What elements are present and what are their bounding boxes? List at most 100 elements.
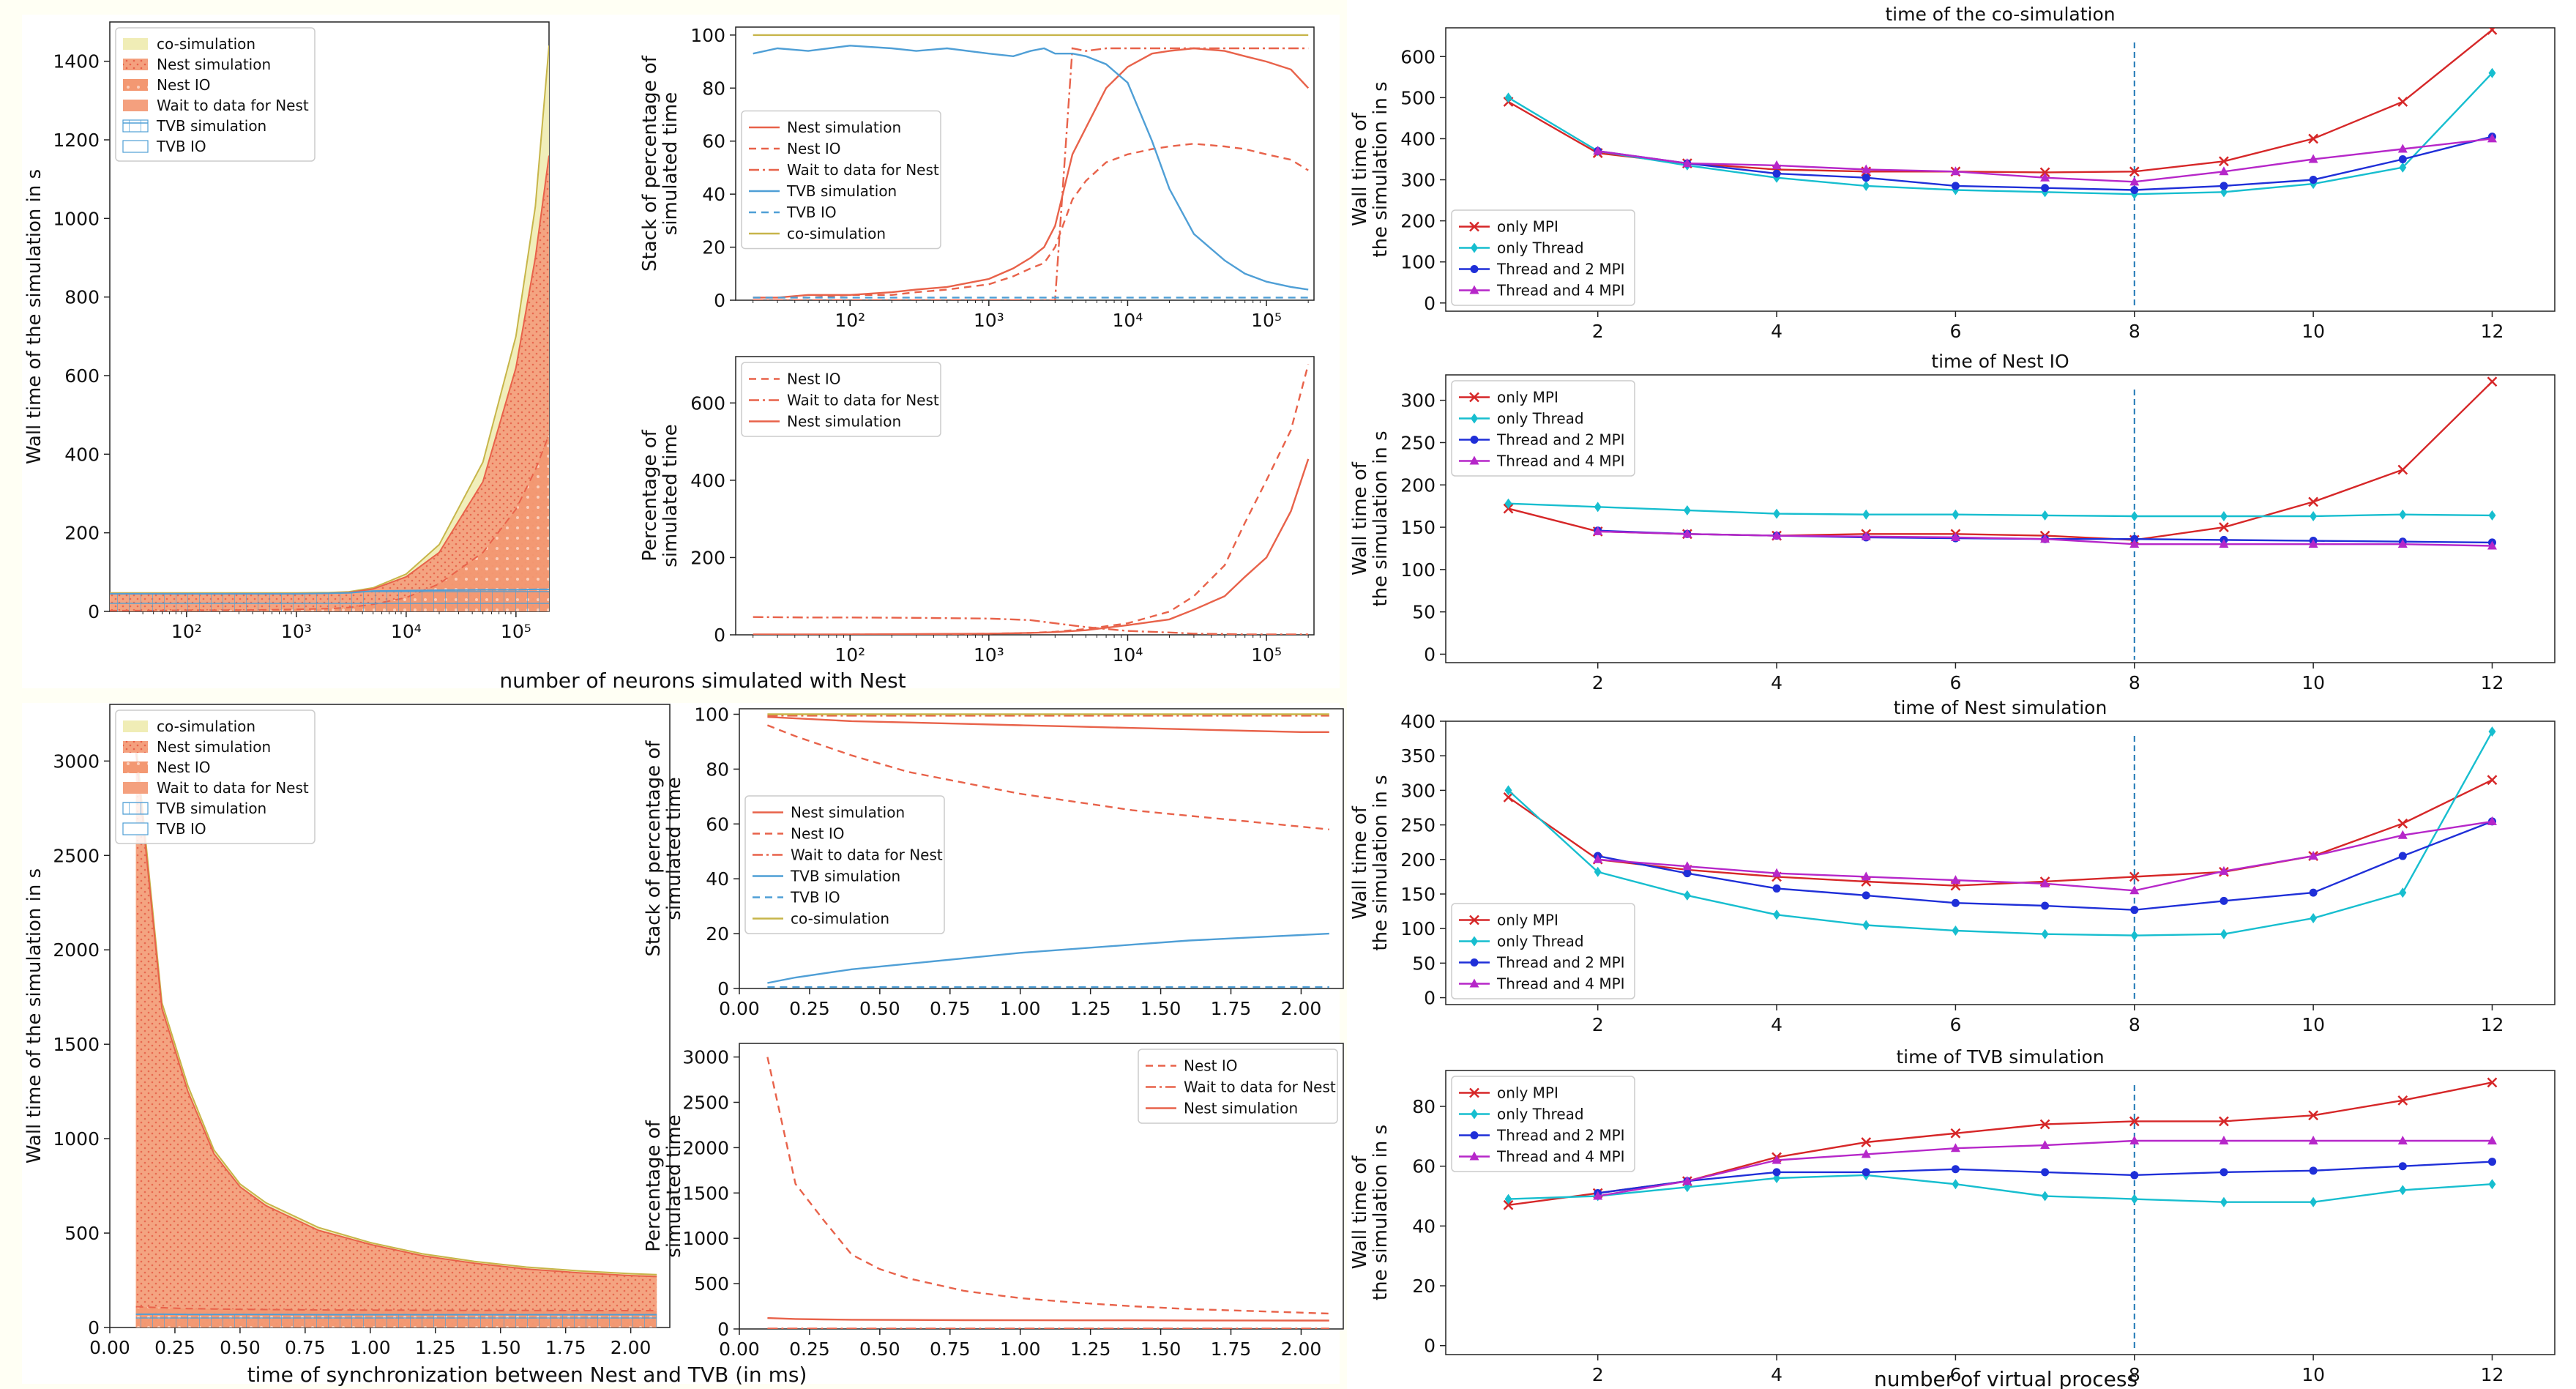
- marker-thread-and-4-mpi: [2308, 154, 2318, 163]
- area-edge-tvb-simulation: [110, 588, 549, 595]
- x-tick-label: 0.50: [859, 998, 900, 1019]
- legend-label: Nest IO: [157, 76, 211, 94]
- x-tick-label: 0.75: [930, 1338, 971, 1360]
- legend-label: TVB simulation: [790, 868, 900, 885]
- marker-thread-and-2-mpi: [2041, 1168, 2050, 1177]
- x-tick-label: 10⁴: [1113, 644, 1143, 666]
- y-tick-label: 50: [1412, 953, 1436, 974]
- legend-marker: [1469, 1087, 1479, 1098]
- marker-thread-and-4-mpi: [2487, 1135, 2497, 1144]
- x-tick-label: 1.00: [1000, 998, 1041, 1019]
- legend: Nest IO Wait to data for Nest Nest simulat…: [1138, 1049, 1338, 1124]
- x-tick-label: 10⁴: [391, 621, 422, 642]
- y-tick-label: 1000: [53, 1128, 100, 1150]
- y-axis-label-line: Wall time of: [1349, 1155, 1371, 1270]
- y-tick-label: 20: [702, 237, 725, 258]
- legend-label: Thread and 2 MPI: [1496, 431, 1625, 449]
- y-tick-label: 40: [1412, 1215, 1436, 1237]
- marker-thread-and-4-mpi: [2308, 539, 2318, 548]
- legend-marker: [1470, 436, 1479, 444]
- legend-marker: [1471, 1109, 1478, 1120]
- legend-label: Nest simulation: [791, 804, 905, 822]
- marker-only-thread: [2399, 509, 2407, 520]
- y-tick-label: 400: [64, 444, 100, 465]
- y-axis-label-line: the simulation in s: [1370, 81, 1392, 257]
- legend-label: co-simulation: [787, 225, 886, 242]
- marker-only-thread: [2041, 928, 2049, 939]
- x-tick-label: 12: [2481, 321, 2504, 342]
- legend-label: Thread and 4 MPI: [1496, 975, 1625, 993]
- marker-thread-and-4-mpi: [1772, 1155, 1782, 1164]
- x-tick-label: 2.00: [611, 1337, 652, 1358]
- marker-thread-and-2-mpi: [2220, 1168, 2228, 1177]
- y-axis-label-line: Wall time of: [1349, 112, 1371, 226]
- x-tick-label: 10²: [835, 310, 865, 331]
- legend-item-nest-io: Nest IO: [1146, 1057, 1238, 1075]
- legend-box: [1138, 1049, 1338, 1124]
- x-tick-label: 10: [2301, 1014, 2325, 1035]
- y-axis-label-line: Wall time of the simulation in s: [23, 169, 45, 464]
- y-tick-label: 200: [690, 547, 725, 568]
- y-axis-label-line: simulated time: [663, 1114, 685, 1257]
- x-tick-label: 0.75: [285, 1337, 326, 1358]
- y-tick-label: 20: [1412, 1276, 1436, 1297]
- legend-label: TVB simulation: [156, 800, 266, 817]
- x-tick-label: 0.00: [89, 1337, 130, 1358]
- legend-item-tvb-io: TVB IO: [122, 820, 206, 838]
- y-tick-label: 250: [1400, 815, 1436, 836]
- x-tick-label: 10²: [171, 621, 202, 642]
- y-tick-label: 0: [1424, 1336, 1436, 1357]
- y-tick-label: 0: [714, 290, 725, 311]
- marker-only-thread: [2488, 1179, 2496, 1190]
- x-tick-label: 10: [2301, 321, 2325, 342]
- marker-thread-and-4-mpi: [1593, 526, 1603, 535]
- x-tick-label: 1.25: [415, 1337, 456, 1358]
- line-only-thread: [1508, 1174, 2493, 1203]
- marker-only-mpi: [2219, 522, 2229, 532]
- marker-only-thread: [2041, 510, 2049, 521]
- legend-label: only Thread: [1497, 410, 1584, 428]
- x-tick-label: 6: [1949, 672, 1961, 693]
- legend: co-simulation Nest simulation Nest IO Wait …: [115, 27, 316, 162]
- y-axis-label-line: Percentage of: [639, 429, 661, 561]
- marker-thread-and-2-mpi: [2130, 186, 2139, 195]
- marker-only-mpi: [2397, 464, 2408, 475]
- legend-item-tvb-simulation: TVB simulation: [749, 182, 897, 200]
- legend-swatch: [123, 761, 148, 773]
- plot-area: [1503, 28, 2498, 308]
- marker-thread-and-2-mpi: [1772, 169, 1781, 178]
- legend: only MPI only Thread Thread and 2 MPI Threa…: [1451, 380, 1635, 477]
- legend-label: Wait to data for Nest: [1184, 1079, 1336, 1096]
- marker-thread-and-2-mpi: [1772, 884, 1781, 893]
- marker-only-mpi: [1861, 1137, 1872, 1147]
- line-tvb-simulation: [753, 45, 1309, 291]
- legend-label: TVB IO: [156, 820, 206, 838]
- legend-item-only-mpi: only MPI: [1459, 912, 1558, 929]
- y-tick-label: 1000: [682, 1228, 729, 1249]
- marker-thread-and-2-mpi: [2041, 184, 2050, 193]
- marker-thread-and-2-mpi: [2220, 182, 2228, 190]
- marker-only-thread: [2041, 1191, 2049, 1202]
- legend-label: Nest simulation: [157, 56, 271, 73]
- legend-marker: [1471, 242, 1478, 253]
- y-tick-label: 350: [1400, 745, 1436, 767]
- legend-label: Wait to data for Nest: [787, 161, 939, 179]
- marker-thread-and-4-mpi: [2397, 144, 2408, 153]
- line-wait-to-data-for-nest: [753, 616, 1309, 635]
- marker-only-thread: [1862, 180, 1870, 191]
- legend-box: [744, 795, 945, 934]
- legend-item-nest-simulation: Nest simulation: [123, 738, 271, 756]
- marker-only-thread: [2310, 1196, 2318, 1207]
- legend-marker: [1469, 978, 1479, 988]
- marker-thread-and-4-mpi: [1682, 529, 1692, 538]
- y-tick-label: 20: [706, 923, 729, 945]
- marker-thread-and-4-mpi: [2219, 539, 2229, 548]
- y-tick-label: 300: [1400, 170, 1436, 191]
- marker-thread-and-4-mpi: [2129, 1135, 2140, 1144]
- sync-xlabel: time of synchronization between Nest and…: [247, 1363, 807, 1387]
- legend-box: [1451, 209, 1635, 306]
- marker-only-thread: [2310, 913, 2318, 924]
- legend-label: Thread and 4 MPI: [1496, 1148, 1625, 1166]
- marker-thread-and-4-mpi: [1950, 1143, 1960, 1152]
- marker-only-mpi: [2039, 1119, 2050, 1130]
